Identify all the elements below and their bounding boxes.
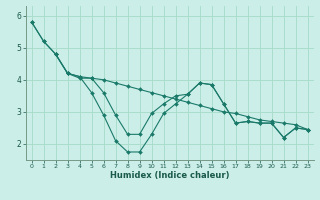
X-axis label: Humidex (Indice chaleur): Humidex (Indice chaleur) [110, 171, 229, 180]
